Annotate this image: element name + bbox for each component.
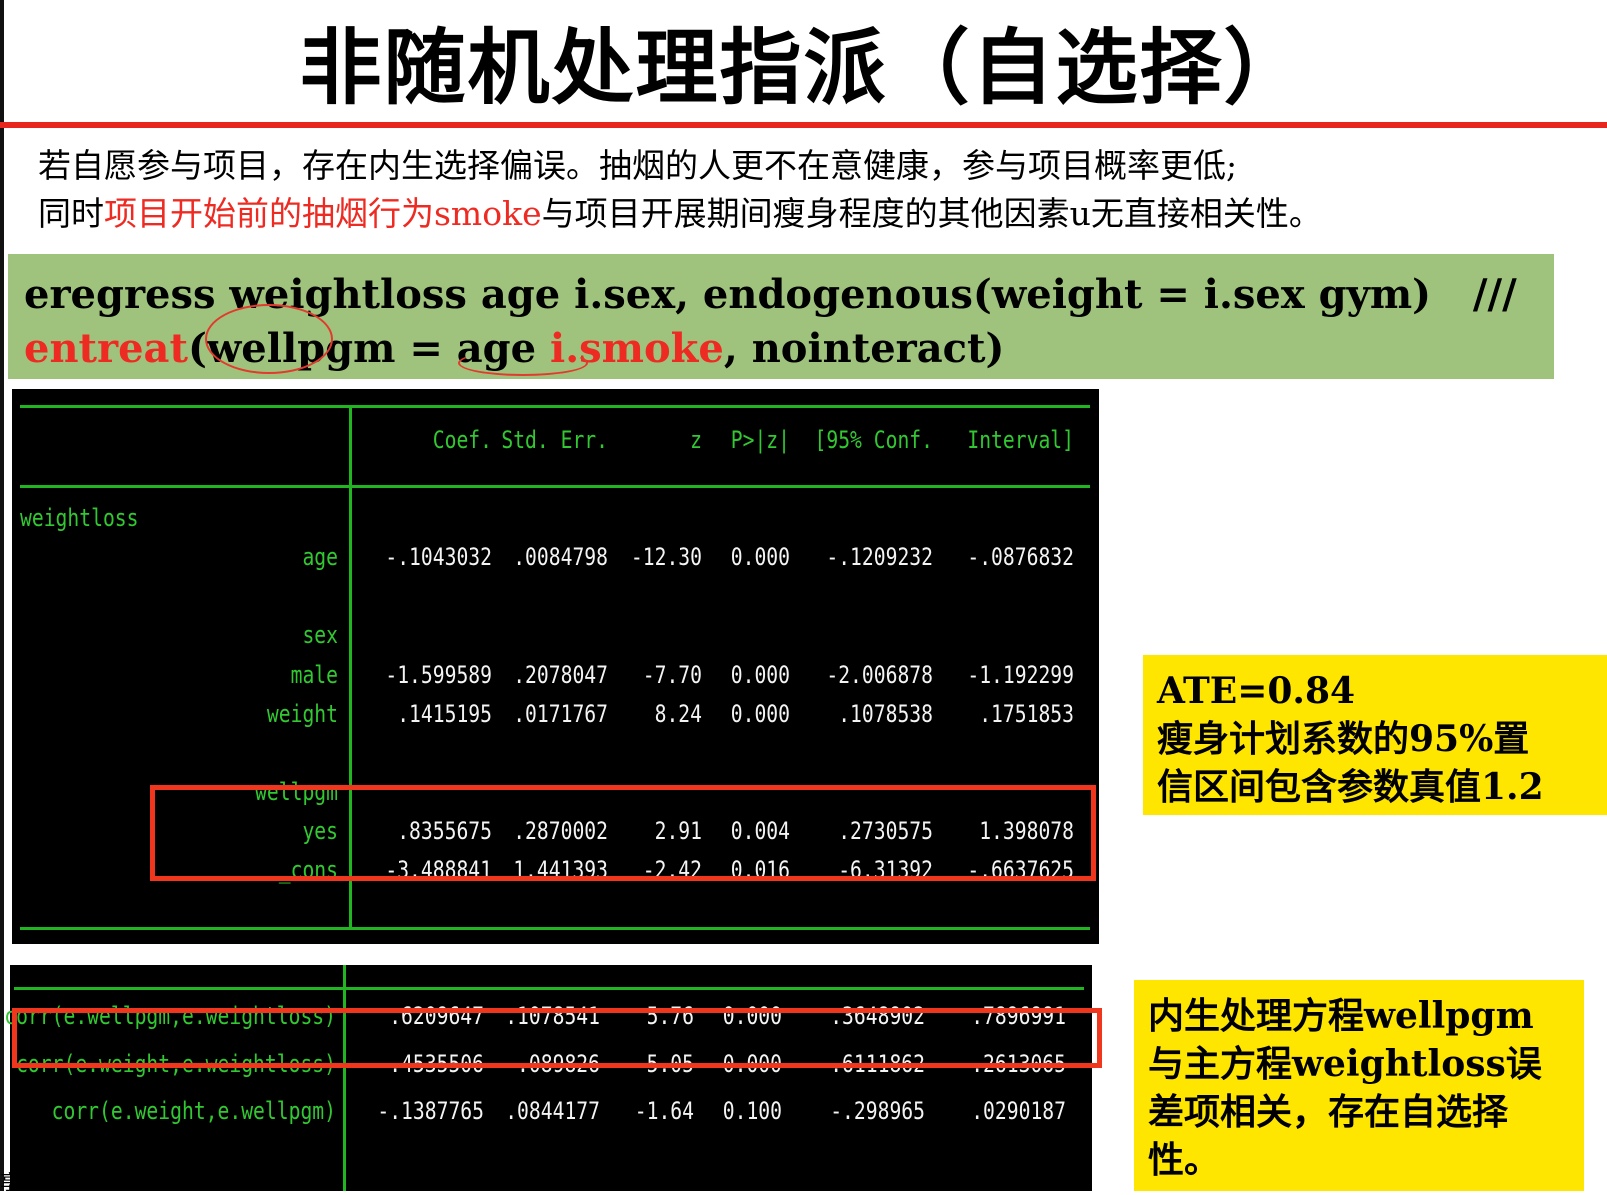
table-cell: -.1043032	[385, 543, 492, 571]
table-cell: -2.006878	[826, 661, 933, 689]
corr-cell: 0.100	[722, 1097, 782, 1125]
page-title: 非随机处理指派（自选择）	[299, 21, 1308, 116]
table-cell: -12.30	[630, 543, 702, 571]
corner-text: 享	[0, 1170, 20, 1194]
table-cell: -.1209232	[826, 543, 933, 571]
intro-highlight: 项目开始前的抽烟行为smoke	[104, 194, 542, 233]
intro-text: 若自愿参与项目，存在内生选择偏误。抽烟的人更不在意健康，参与项目概率更低; 同时…	[38, 142, 1598, 238]
table-bottom-rule	[20, 927, 1090, 930]
table-cell: 1.398078	[979, 817, 1074, 845]
corr-cell: 0.000	[722, 1002, 782, 1030]
corr-cell: .3648902	[830, 1002, 925, 1030]
ate-line-2: 瘦身计划系数的95%置	[1157, 718, 1530, 760]
endog-line-1: 内生处理方程wellpgm	[1148, 995, 1534, 1037]
annotation-underline-smoke	[458, 350, 588, 376]
row-label: yes	[302, 817, 338, 845]
table-cell: -1.192299	[967, 661, 1074, 689]
column-header: z	[690, 426, 702, 454]
table-cell: 0.000	[730, 700, 790, 728]
regression-output-table: Coef. Std. Err. z P>|z| [95% Conf. Interval] w…	[12, 389, 1099, 944]
corr-cell: .6209647	[389, 1002, 484, 1030]
column-header: Interval]	[967, 426, 1074, 454]
corr-cell: .0844177	[505, 1097, 600, 1125]
table-cell: .8355675	[397, 817, 492, 845]
endogeneity-note: 内生处理方程wellpgm 与主方程weightloss误 差项相关，存在自选择…	[1134, 980, 1584, 1191]
ate-note: ATE=0.84 瘦身计划系数的95%置 信区间包含参数真值1.2	[1143, 655, 1607, 815]
intro-line-2-post: 与项目开展期间瘦身程度的其他因素u无直接相关性。	[541, 194, 1322, 233]
table-cell: 0.000	[730, 543, 790, 571]
row-label: sex	[302, 621, 338, 649]
table-cell: 8.24	[654, 700, 702, 728]
wellpgm-highlight-box	[150, 785, 1096, 881]
table-cell: -.0876832	[967, 543, 1074, 571]
corr-label-divider	[343, 965, 346, 1191]
corr-cell: .7896991	[971, 1002, 1066, 1030]
column-header: Std. Err.	[501, 426, 608, 454]
command-entreat: entreat	[24, 325, 188, 372]
table-cell: .1415195	[397, 700, 492, 728]
ate-line-1: ATE=0.84	[1157, 670, 1356, 712]
table-cell: .2730575	[838, 817, 933, 845]
left-border	[0, 0, 4, 1191]
table-cell: .2870002	[513, 817, 608, 845]
table-cell: 2.91	[654, 817, 702, 845]
corr-cell: -1.64	[634, 1097, 694, 1125]
intro-line-1: 若自愿参与项目，存在内生选择偏误。抽烟的人更不在意健康，参与项目概率更低;	[38, 146, 1238, 185]
endog-line-4: 性。	[1148, 1139, 1221, 1181]
command-part-b: , nointeract)	[723, 325, 1005, 372]
corr-row-label: corr(e.wellpgm,e.weightloss)	[4, 1002, 337, 1030]
corr-cell: -.1387765	[377, 1097, 484, 1125]
title-divider	[0, 122, 1607, 128]
intro-line-2: 同时项目开始前的抽烟行为smoke与项目开展期间瘦身程度的其他因素u无直接相关性…	[38, 190, 1598, 238]
table-top-rule	[20, 405, 1090, 408]
corr-highlight-box	[12, 1008, 1102, 1068]
equation-label: weightloss	[20, 504, 139, 532]
column-header: P>|z|	[730, 426, 790, 454]
corr-top-rule	[14, 987, 1084, 990]
row-label: wellpgm	[255, 778, 338, 806]
corr-cell: 5.76	[646, 1002, 694, 1030]
table-cell: .2078047	[513, 661, 608, 689]
label-divider	[349, 405, 352, 930]
row-label: weight	[266, 700, 338, 728]
row-label: male	[290, 661, 338, 689]
endog-line-3: 差项相关，存在自选择	[1148, 1091, 1509, 1133]
table-cell: 0.004	[730, 817, 790, 845]
annotation-circle-wellpgm	[205, 304, 333, 374]
row-label: age	[302, 543, 338, 571]
table-cell: .1078538	[838, 700, 933, 728]
correlation-output-table: corr(e.wellpgm,e.weightloss) .6209647 .107…	[4, 965, 1092, 1191]
corr-row-label: corr(e.weight,e.wellpgm)	[51, 1097, 337, 1125]
command-line-1: eregress weightloss age i.sex, endogenou…	[24, 271, 1517, 318]
table-cell: .0171767	[513, 700, 608, 728]
table-cell: 0.000	[730, 661, 790, 689]
table-cell: .0084798	[513, 543, 608, 571]
table-cell: -7.70	[642, 661, 702, 689]
table-cell: -1.599589	[385, 661, 492, 689]
column-header: [95% Conf.	[814, 426, 933, 454]
corr-cell: .1078541	[505, 1002, 600, 1030]
header-rule	[20, 485, 1090, 488]
corr-cell: .0290187	[971, 1097, 1066, 1125]
endog-line-2: 与主方程weightloss误	[1148, 1043, 1542, 1085]
table-cell: .1751853	[979, 700, 1074, 728]
column-header: Coef.	[432, 426, 492, 454]
intro-line-2-pre: 同时	[38, 194, 104, 233]
ate-line-3: 信区间包含参数真值1.2	[1157, 766, 1544, 808]
corr-cell: -.298965	[830, 1097, 925, 1125]
